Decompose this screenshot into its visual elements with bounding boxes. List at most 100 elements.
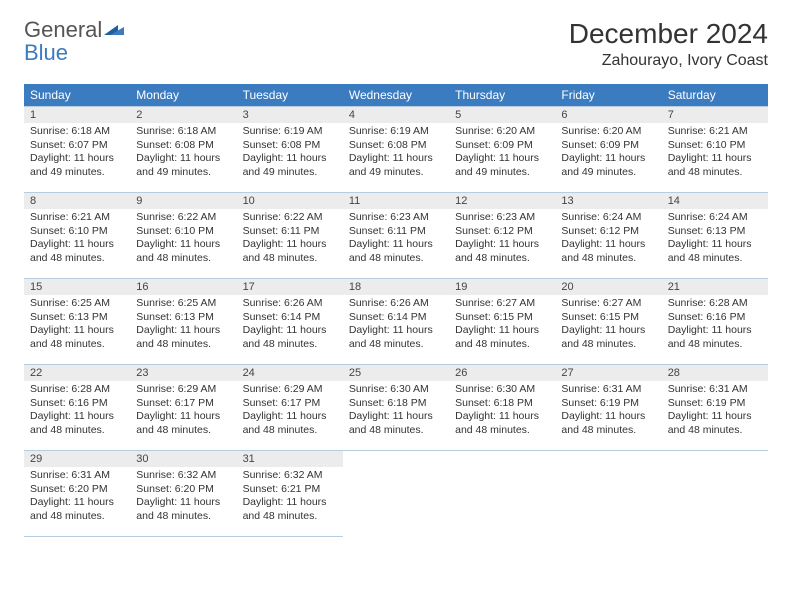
day-header: Wednesday <box>343 84 449 107</box>
title-block: December 2024 Zahourayo, Ivory Coast <box>569 18 768 70</box>
sunrise-line: Sunrise: 6:23 AM <box>349 211 443 225</box>
calendar-week: 1Sunrise: 6:18 AMSunset: 6:07 PMDaylight… <box>24 107 768 193</box>
sunrise-line: Sunrise: 6:31 AM <box>561 383 655 397</box>
day-number: 10 <box>237 193 343 209</box>
day-number: 27 <box>555 365 661 381</box>
calendar-cell: 26Sunrise: 6:30 AMSunset: 6:18 PMDayligh… <box>449 365 555 451</box>
day-number: 19 <box>449 279 555 295</box>
sunset-line: Sunset: 6:15 PM <box>561 311 655 325</box>
sunset-line: Sunset: 6:07 PM <box>30 139 124 153</box>
day-number: 25 <box>343 365 449 381</box>
day-number: 5 <box>449 107 555 123</box>
day-details: Sunrise: 6:22 AMSunset: 6:10 PMDaylight:… <box>130 209 236 270</box>
calendar-cell: 14Sunrise: 6:24 AMSunset: 6:13 PMDayligh… <box>662 193 768 279</box>
day-details: Sunrise: 6:29 AMSunset: 6:17 PMDaylight:… <box>237 381 343 442</box>
brand-logo: General Blue <box>24 18 124 64</box>
sunset-line: Sunset: 6:08 PM <box>243 139 337 153</box>
sunrise-line: Sunrise: 6:21 AM <box>30 211 124 225</box>
calendar-page: General Blue December 2024 Zahourayo, Iv… <box>0 0 792 555</box>
daylight-line: Daylight: 11 hours and 48 minutes. <box>136 324 230 351</box>
sunset-line: Sunset: 6:18 PM <box>455 397 549 411</box>
calendar-cell: 20Sunrise: 6:27 AMSunset: 6:15 PMDayligh… <box>555 279 661 365</box>
calendar-cell <box>343 451 449 537</box>
daylight-line: Daylight: 11 hours and 49 minutes. <box>243 152 337 179</box>
sunset-line: Sunset: 6:14 PM <box>243 311 337 325</box>
day-number: 15 <box>24 279 130 295</box>
day-number: 20 <box>555 279 661 295</box>
day-number: 13 <box>555 193 661 209</box>
month-title: December 2024 <box>569 18 768 50</box>
sunrise-line: Sunrise: 6:31 AM <box>30 469 124 483</box>
sunset-line: Sunset: 6:09 PM <box>561 139 655 153</box>
day-details: Sunrise: 6:18 AMSunset: 6:08 PMDaylight:… <box>130 123 236 184</box>
day-details: Sunrise: 6:31 AMSunset: 6:19 PMDaylight:… <box>555 381 661 442</box>
sunrise-line: Sunrise: 6:31 AM <box>668 383 762 397</box>
sunrise-line: Sunrise: 6:25 AM <box>30 297 124 311</box>
day-number: 18 <box>343 279 449 295</box>
sunset-line: Sunset: 6:13 PM <box>30 311 124 325</box>
day-details: Sunrise: 6:24 AMSunset: 6:12 PMDaylight:… <box>555 209 661 270</box>
calendar-cell: 8Sunrise: 6:21 AMSunset: 6:10 PMDaylight… <box>24 193 130 279</box>
daylight-line: Daylight: 11 hours and 48 minutes. <box>30 238 124 265</box>
day-details: Sunrise: 6:30 AMSunset: 6:18 PMDaylight:… <box>449 381 555 442</box>
sunrise-line: Sunrise: 6:20 AM <box>561 125 655 139</box>
daylight-line: Daylight: 11 hours and 48 minutes. <box>561 238 655 265</box>
sunset-line: Sunset: 6:11 PM <box>243 225 337 239</box>
sunset-line: Sunset: 6:16 PM <box>30 397 124 411</box>
calendar-cell: 24Sunrise: 6:29 AMSunset: 6:17 PMDayligh… <box>237 365 343 451</box>
sunset-line: Sunset: 6:17 PM <box>136 397 230 411</box>
calendar-cell: 30Sunrise: 6:32 AMSunset: 6:20 PMDayligh… <box>130 451 236 537</box>
sunset-line: Sunset: 6:21 PM <box>243 483 337 497</box>
daylight-line: Daylight: 11 hours and 48 minutes. <box>136 410 230 437</box>
sunset-line: Sunset: 6:11 PM <box>349 225 443 239</box>
day-header-row: SundayMondayTuesdayWednesdayThursdayFrid… <box>24 84 768 107</box>
page-header: General Blue December 2024 Zahourayo, Iv… <box>24 18 768 70</box>
calendar-cell: 23Sunrise: 6:29 AMSunset: 6:17 PMDayligh… <box>130 365 236 451</box>
brand-word1: General <box>24 17 102 42</box>
sunrise-line: Sunrise: 6:30 AM <box>349 383 443 397</box>
day-number: 4 <box>343 107 449 123</box>
sunset-line: Sunset: 6:13 PM <box>668 225 762 239</box>
day-number: 29 <box>24 451 130 467</box>
daylight-line: Daylight: 11 hours and 48 minutes. <box>561 324 655 351</box>
sunset-line: Sunset: 6:08 PM <box>349 139 443 153</box>
day-details: Sunrise: 6:23 AMSunset: 6:11 PMDaylight:… <box>343 209 449 270</box>
day-details: Sunrise: 6:24 AMSunset: 6:13 PMDaylight:… <box>662 209 768 270</box>
sunrise-line: Sunrise: 6:28 AM <box>30 383 124 397</box>
sunset-line: Sunset: 6:12 PM <box>561 225 655 239</box>
sunset-line: Sunset: 6:20 PM <box>136 483 230 497</box>
calendar-cell: 13Sunrise: 6:24 AMSunset: 6:12 PMDayligh… <box>555 193 661 279</box>
calendar-week: 29Sunrise: 6:31 AMSunset: 6:20 PMDayligh… <box>24 451 768 537</box>
sunset-line: Sunset: 6:16 PM <box>668 311 762 325</box>
day-header: Thursday <box>449 84 555 107</box>
day-details: Sunrise: 6:29 AMSunset: 6:17 PMDaylight:… <box>130 381 236 442</box>
calendar-cell: 21Sunrise: 6:28 AMSunset: 6:16 PMDayligh… <box>662 279 768 365</box>
day-details: Sunrise: 6:30 AMSunset: 6:18 PMDaylight:… <box>343 381 449 442</box>
day-details: Sunrise: 6:19 AMSunset: 6:08 PMDaylight:… <box>237 123 343 184</box>
daylight-line: Daylight: 11 hours and 48 minutes. <box>243 238 337 265</box>
calendar-cell: 27Sunrise: 6:31 AMSunset: 6:19 PMDayligh… <box>555 365 661 451</box>
sunset-line: Sunset: 6:09 PM <box>455 139 549 153</box>
sunrise-line: Sunrise: 6:20 AM <box>455 125 549 139</box>
calendar-cell: 5Sunrise: 6:20 AMSunset: 6:09 PMDaylight… <box>449 107 555 193</box>
daylight-line: Daylight: 11 hours and 48 minutes. <box>455 324 549 351</box>
day-details: Sunrise: 6:20 AMSunset: 6:09 PMDaylight:… <box>555 123 661 184</box>
calendar-table: SundayMondayTuesdayWednesdayThursdayFrid… <box>24 84 768 537</box>
day-number: 11 <box>343 193 449 209</box>
day-details: Sunrise: 6:25 AMSunset: 6:13 PMDaylight:… <box>130 295 236 356</box>
calendar-cell: 3Sunrise: 6:19 AMSunset: 6:08 PMDaylight… <box>237 107 343 193</box>
sunrise-line: Sunrise: 6:21 AM <box>668 125 762 139</box>
daylight-line: Daylight: 11 hours and 48 minutes. <box>243 410 337 437</box>
sunrise-line: Sunrise: 6:24 AM <box>561 211 655 225</box>
day-number: 17 <box>237 279 343 295</box>
daylight-line: Daylight: 11 hours and 48 minutes. <box>349 410 443 437</box>
day-details: Sunrise: 6:31 AMSunset: 6:19 PMDaylight:… <box>662 381 768 442</box>
daylight-line: Daylight: 11 hours and 48 minutes. <box>30 324 124 351</box>
daylight-line: Daylight: 11 hours and 49 minutes. <box>349 152 443 179</box>
calendar-cell: 18Sunrise: 6:26 AMSunset: 6:14 PMDayligh… <box>343 279 449 365</box>
day-number: 9 <box>130 193 236 209</box>
calendar-cell: 15 Sunrise: 6:25 AMSunset: 6:13 PMDayligh… <box>24 279 130 365</box>
daylight-line: Daylight: 11 hours and 48 minutes. <box>349 238 443 265</box>
day-details: Sunrise: 6:18 AMSunset: 6:07 PMDaylight:… <box>24 123 130 184</box>
sunset-line: Sunset: 6:20 PM <box>30 483 124 497</box>
